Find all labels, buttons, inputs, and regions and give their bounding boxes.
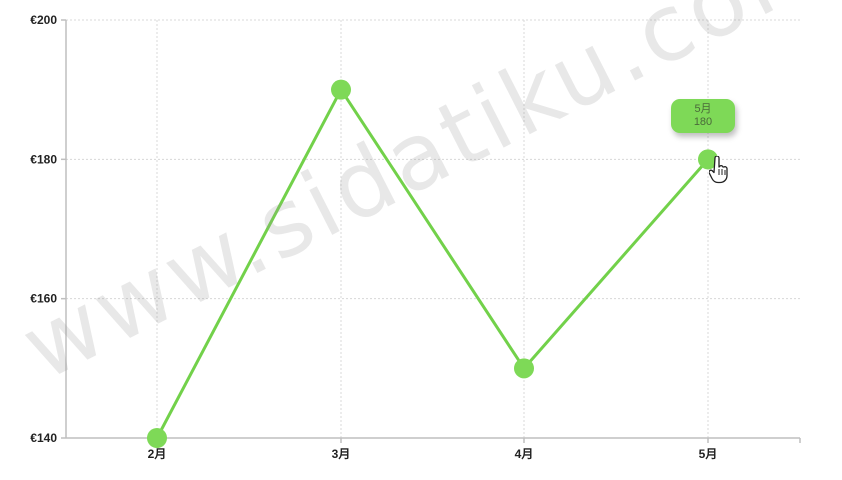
x-tick-label: 3月: [332, 447, 351, 461]
series-line: [155, 88, 710, 439]
data-point: [147, 428, 167, 448]
data-point: [514, 358, 534, 379]
y-tick-label: €140: [30, 431, 57, 445]
y-tick-label: €180: [30, 152, 57, 166]
y-tick-label: €200: [30, 13, 57, 27]
series-layer: [147, 79, 718, 448]
tooltip-label: 5月: [694, 103, 712, 115]
data-point: [331, 79, 351, 100]
hand-pointer-icon: [708, 155, 729, 189]
label-layer: €200 €180 €160 €140 2月 3月 4月 5月: [30, 13, 717, 461]
tooltip-value: 180: [693, 116, 713, 128]
axis-layer: [61, 19, 801, 443]
y-tick-label: €160: [30, 292, 57, 306]
data-tooltip: 5月 180: [671, 99, 735, 133]
x-tick-label: 5月: [699, 447, 718, 461]
data-point: [698, 149, 718, 170]
x-tick-label: 4月: [515, 447, 534, 461]
x-tick-label: 2月: [148, 447, 167, 461]
